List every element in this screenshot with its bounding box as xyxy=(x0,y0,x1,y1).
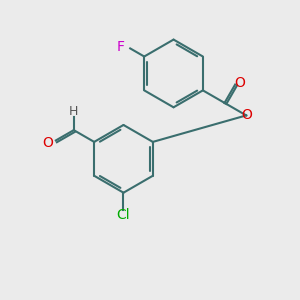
Text: F: F xyxy=(117,40,125,54)
Text: Cl: Cl xyxy=(117,208,130,222)
Text: O: O xyxy=(241,108,252,122)
Text: H: H xyxy=(68,105,78,118)
Text: O: O xyxy=(234,76,245,90)
Text: O: O xyxy=(43,136,54,150)
